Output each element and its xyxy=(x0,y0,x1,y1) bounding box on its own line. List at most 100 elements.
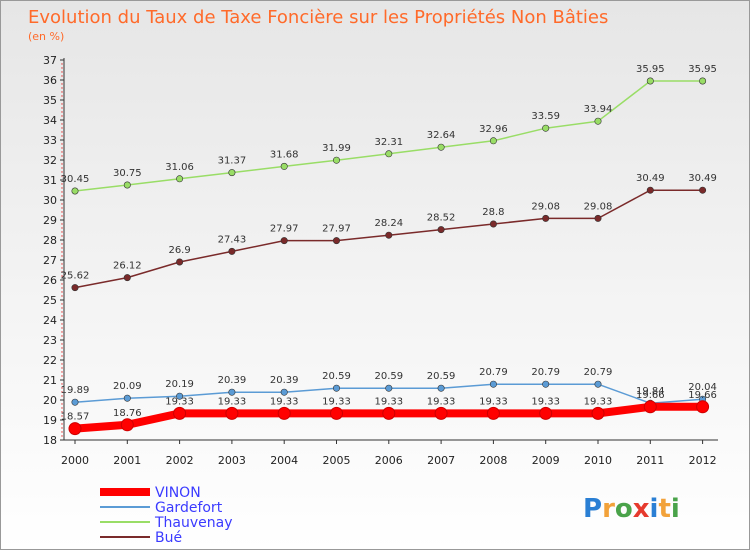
y-tick-label: 37 xyxy=(43,54,57,67)
y-minor-tick xyxy=(61,287,63,289)
data-point-gardefort xyxy=(228,388,236,396)
data-point-gardefort xyxy=(176,392,184,400)
y-minor-tick xyxy=(61,191,63,193)
y-minor-tick xyxy=(61,355,63,357)
data-point-bué xyxy=(542,214,550,222)
y-minor-tick xyxy=(61,427,63,429)
data-label-thauvenay: 33.94 xyxy=(584,104,613,115)
data-point-vinon xyxy=(696,400,710,414)
data-label-thauvenay: 31.99 xyxy=(322,143,351,154)
y-minor-tick xyxy=(61,275,63,277)
data-point-thauvenay xyxy=(542,124,550,132)
data-label-gardefort: 20.39 xyxy=(270,375,299,386)
data-point-gardefort xyxy=(489,380,497,388)
data-label-thauvenay: 30.45 xyxy=(61,174,90,185)
y-minor-tick xyxy=(61,391,63,393)
data-point-gardefort xyxy=(437,384,445,392)
axes: 18 19 20 21 22 23 24 25 26 27 28 29 30 31 32 33 34 35 36 37… xyxy=(43,54,718,467)
data-label-thauvenay: 35.95 xyxy=(688,64,717,75)
y-minor-tick xyxy=(61,335,63,337)
data-label-vinon: 19.33 xyxy=(270,396,299,407)
x-tick-label: 2008 xyxy=(479,454,507,467)
data-label-thauvenay: 31.06 xyxy=(165,162,194,173)
data-label-bué: 30.49 xyxy=(688,173,717,184)
data-point-thauvenay xyxy=(228,169,236,177)
data-point-gardefort xyxy=(542,380,550,388)
data-label-bué: 28.52 xyxy=(427,213,456,224)
data-label-bué: 26.12 xyxy=(113,261,142,272)
y-minor-tick xyxy=(61,155,63,157)
data-point-vinon xyxy=(330,406,343,420)
y-minor-tick xyxy=(61,235,63,237)
x-tick-label: 2003 xyxy=(218,454,246,467)
data-label-vinon: 19.33 xyxy=(218,396,247,407)
data-label-gardefort: 20.39 xyxy=(218,375,247,386)
data-label-gardefort: 20.04 xyxy=(688,382,717,393)
y-minor-tick xyxy=(61,243,63,245)
data-label-thauvenay: 30.75 xyxy=(113,168,142,179)
y-tick-label: 30 xyxy=(43,194,57,207)
data-point-thauvenay xyxy=(385,150,393,158)
y-minor-tick xyxy=(61,351,63,353)
y-tick-label: 20 xyxy=(43,394,57,407)
data-label-bué: 27.43 xyxy=(218,234,247,245)
data-point-thauvenay xyxy=(280,162,288,170)
y-minor-tick xyxy=(61,211,63,213)
data-point-bué xyxy=(280,237,288,245)
y-minor-tick xyxy=(61,403,63,405)
y-minor-tick xyxy=(61,407,63,409)
y-minor-tick xyxy=(61,227,63,229)
y-minor-tick xyxy=(61,123,63,125)
data-label-gardefort: 20.59 xyxy=(322,371,351,382)
y-minor-tick xyxy=(61,107,63,109)
y-minor-tick xyxy=(61,431,63,433)
data-point-vinon xyxy=(173,406,187,420)
y-minor-tick xyxy=(61,255,63,257)
legend-label-thauvenay: Thauvenay xyxy=(154,515,233,531)
data-point-thauvenay xyxy=(699,77,707,85)
y-minor-tick xyxy=(61,147,63,149)
y-minor-tick xyxy=(61,87,63,89)
data-point-vinon xyxy=(643,400,657,414)
y-minor-tick xyxy=(61,171,63,173)
y-minor-tick xyxy=(61,387,63,389)
y-minor-tick xyxy=(61,63,63,65)
y-minor-tick xyxy=(61,111,63,113)
y-minor-tick xyxy=(61,315,63,317)
data-label-vinon: 19.66 xyxy=(636,390,665,401)
data-point-vinon xyxy=(120,418,134,432)
data-label-vinon: 19.33 xyxy=(531,396,560,407)
x-tick-label: 2000 xyxy=(61,454,89,467)
y-minor-tick xyxy=(61,71,63,73)
data-point-thauvenay xyxy=(123,181,131,189)
x-tick-label: 2001 xyxy=(113,454,141,467)
y-minor-tick xyxy=(61,291,63,293)
series-layer xyxy=(68,77,710,436)
data-label-gardefort: 20.59 xyxy=(374,371,403,382)
data-label-bué: 29.08 xyxy=(531,201,560,212)
data-point-vinon xyxy=(68,422,82,436)
data-label-vinon: 19.33 xyxy=(322,396,351,407)
data-point-vinon xyxy=(225,406,239,420)
y-minor-tick xyxy=(61,295,63,297)
y-minor-tick xyxy=(61,207,63,209)
data-point-gardefort xyxy=(71,398,79,406)
y-tick-label: 28 xyxy=(43,234,57,247)
data-point-vinon xyxy=(382,406,396,420)
data-label-bué: 27.97 xyxy=(322,224,351,235)
data-label-bué: 29.08 xyxy=(584,201,613,212)
y-minor-tick xyxy=(61,415,63,417)
x-tick-label: 2012 xyxy=(689,454,717,467)
data-point-gardefort xyxy=(385,384,393,392)
y-minor-tick xyxy=(61,215,63,217)
y-minor-tick xyxy=(61,383,63,385)
y-minor-tick xyxy=(61,91,63,93)
y-minor-tick xyxy=(61,143,63,145)
data-point-bué xyxy=(646,186,654,194)
y-minor-tick xyxy=(61,323,63,325)
y-tick-label: 25 xyxy=(43,294,57,307)
chart-title: Evolution du Taux de Taxe Foncière sur l… xyxy=(28,7,608,28)
y-tick-label: 19 xyxy=(43,414,57,427)
